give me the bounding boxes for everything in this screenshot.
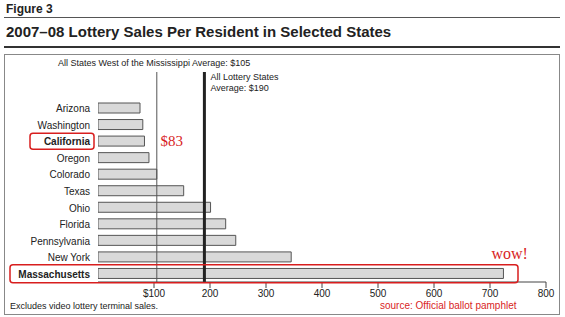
svg-text:Arizona: Arizona: [56, 103, 90, 114]
svg-text:Massachusetts: Massachusetts: [18, 269, 90, 280]
svg-text:Texas: Texas: [64, 186, 90, 197]
svg-text:$100: $100: [143, 288, 166, 299]
svg-text:wow!: wow!: [491, 245, 527, 262]
svg-text:$83: $83: [160, 133, 183, 149]
svg-text:Washington: Washington: [38, 120, 90, 131]
html-text:Figure 3: Figure 3: [6, 2, 53, 16]
svg-text:Ohio: Ohio: [69, 203, 91, 214]
svg-text:Oregon: Oregon: [57, 153, 90, 164]
svg-text:200: 200: [202, 288, 219, 299]
svg-text:700: 700: [482, 288, 499, 299]
html-text:source: Official ballot pamphl: source: Official ballot pamphlet: [380, 300, 517, 311]
svg-text:500: 500: [370, 288, 387, 299]
svg-text:All Lottery StatesAverage: $19: All Lottery StatesAverage: $190: [210, 72, 279, 93]
svg-text:400: 400: [314, 288, 331, 299]
svg-text:Pennsylvania: Pennsylvania: [31, 236, 91, 247]
svg-text:Florida: Florida: [59, 219, 90, 230]
html-text:2007–08 Lottery Sales Per Resi: 2007–08 Lottery Sales Per Resident in Se…: [6, 23, 392, 40]
svg-text:800: 800: [538, 288, 555, 299]
svg-text:New York: New York: [48, 252, 91, 263]
html-text:Excludes video lottery termina: Excludes video lottery terminal sales.: [10, 301, 159, 311]
svg-text:600: 600: [426, 288, 443, 299]
svg-text:California: California: [44, 136, 91, 147]
svg-text:All States West of the Mississ: All States West of the Mississippi Avera…: [58, 58, 250, 68]
svg-text:300: 300: [258, 288, 275, 299]
svg-text:Colorado: Colorado: [49, 169, 90, 180]
